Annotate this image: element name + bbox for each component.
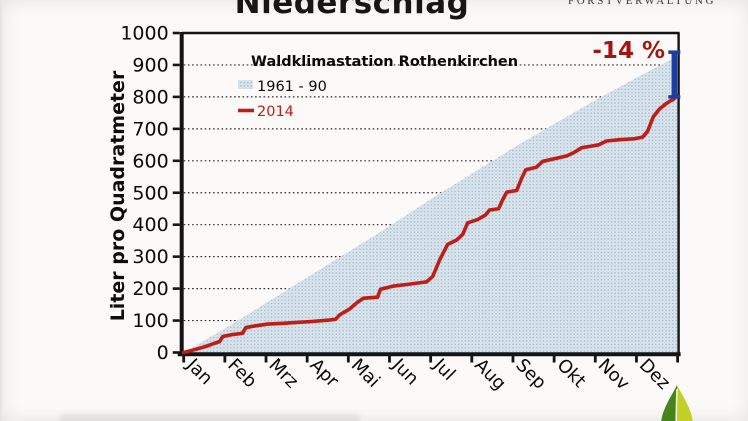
- month-label-mai: Mai: [347, 355, 384, 392]
- forest-administration-leaf-icon: [661, 385, 693, 421]
- svg-text:1000: 1000: [120, 23, 168, 45]
- svg-text:0: 0: [157, 342, 169, 364]
- plot-border: [181, 31, 680, 356]
- faint-cutoff-caption: [60, 414, 360, 421]
- month-label-jul: Jul: [428, 354, 459, 385]
- svg-text:900: 900: [132, 54, 168, 76]
- chart-legend: Waldklimastation Rothenkirchen 1961 - 90 2…: [238, 54, 518, 120]
- legend-label-2014: 2014: [257, 104, 294, 120]
- month-label-feb: Feb: [223, 355, 260, 392]
- svg-text:300: 300: [132, 246, 168, 268]
- area-1961-90: [183, 56, 678, 354]
- month-label-jun: Jun: [387, 354, 422, 389]
- legend-station-label: Waldklimastation Rothenkirchen: [251, 54, 518, 70]
- month-label-mrz: Mrz: [264, 355, 302, 393]
- legend-swatch-1961-90: [238, 80, 253, 89]
- month-label-apr: Apr: [306, 355, 343, 392]
- svg-text:500: 500: [132, 182, 168, 204]
- y-axis: 0 100 200 300 400 500 600 700 800 900 1000: [120, 23, 180, 364]
- x-axis: Jan Feb Mrz Apr Mai Jun Jul Aug Sep Okt Nov Dez: [181, 354, 679, 395]
- forstverwaltung-logo-text: FORSTVERWALTUNG: [568, 0, 716, 7]
- svg-text:700: 700: [132, 118, 168, 140]
- page-title: Niederschlag: [234, 0, 470, 21]
- svg-text:200: 200: [132, 278, 168, 300]
- month-label-aug: Aug: [470, 355, 510, 395]
- svg-text:100: 100: [132, 310, 168, 332]
- legend-label-1961-90: 1961 - 90: [257, 79, 327, 95]
- delta-annotation: -14 %: [592, 38, 665, 64]
- month-label-okt: Okt: [553, 355, 590, 392]
- difference-bar: [668, 50, 681, 99]
- month-label-jan: Jan: [181, 354, 216, 389]
- svg-text:600: 600: [132, 150, 168, 172]
- y-axis-title: Liter pro Quadratmeter: [107, 70, 129, 321]
- line-2014: [181, 93, 679, 355]
- svg-text:400: 400: [132, 214, 168, 236]
- month-label-nov: Nov: [594, 355, 634, 395]
- svg-text:800: 800: [132, 86, 168, 108]
- month-label-sep: Sep: [511, 355, 550, 394]
- axes: [177, 32, 681, 357]
